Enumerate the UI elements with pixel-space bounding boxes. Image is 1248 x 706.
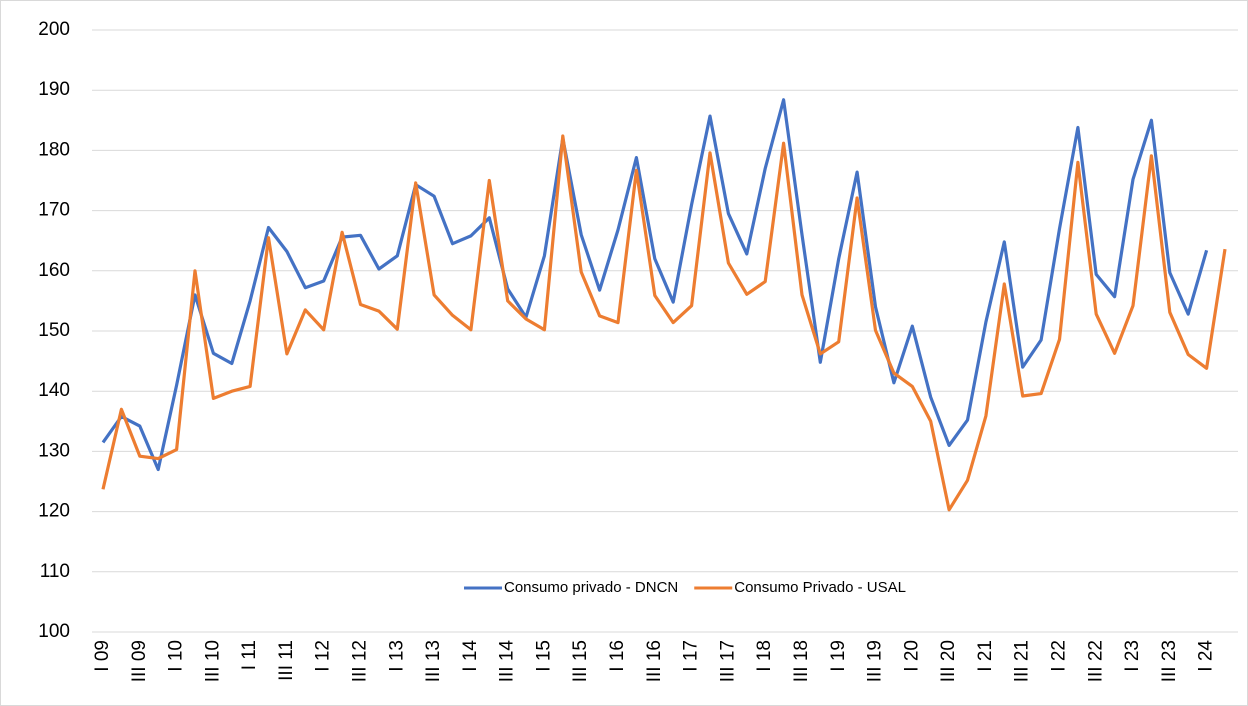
x-tick-label: III 18	[791, 640, 812, 682]
series-line	[101, 134, 1227, 512]
x-tick-label: III 21	[1012, 640, 1033, 682]
x-tick-label: III 22	[1085, 640, 1106, 682]
y-tick-label: 110	[40, 561, 70, 582]
x-tick-label: III 20	[938, 640, 959, 682]
x-tick-label: III 19	[865, 640, 886, 682]
x-tick-label: I 19	[828, 640, 849, 672]
x-tick-label: III 15	[570, 640, 591, 682]
series-line	[101, 98, 1209, 472]
x-tick-label: I 20	[901, 640, 922, 672]
x-tick-label: I 15	[533, 640, 554, 672]
y-tick-label: 170	[38, 200, 70, 221]
y-tick-label: 180	[38, 139, 70, 160]
x-tick-label: III 16	[644, 640, 665, 682]
x-tick-label: III 11	[276, 640, 297, 681]
x-tick-label: I 21	[975, 640, 996, 672]
y-tick-label: 190	[38, 79, 70, 100]
x-tick-label: III 13	[423, 640, 444, 682]
x-tick-label: III 14	[497, 640, 518, 683]
x-tick-label: I 11	[239, 640, 260, 670]
x-tick-label: III 09	[129, 640, 150, 682]
y-tick-label: 130	[38, 440, 70, 461]
y-tick-label: 200	[38, 19, 70, 40]
x-tick-label: I 09	[92, 640, 113, 672]
legend-label: Consumo Privado - USAL	[734, 579, 906, 596]
x-tick-label: III 23	[1159, 640, 1180, 682]
legend: Consumo privado - DNCN Consumo Privado - …	[464, 579, 906, 596]
x-tick-label: I 14	[460, 640, 481, 672]
y-tick-label: 160	[38, 260, 70, 281]
x-tick-label: III 12	[350, 640, 371, 682]
x-tick-label: I 17	[681, 640, 702, 672]
x-tick-label: I 10	[166, 640, 187, 672]
y-tick-label: 100	[38, 621, 70, 642]
x-tick-label: I 18	[754, 640, 775, 672]
y-tick-label: 140	[38, 380, 70, 401]
x-tick-label: III 17	[717, 640, 738, 682]
x-tick-label: III 10	[202, 640, 223, 682]
y-tick-label: 120	[38, 501, 70, 522]
legend-label: Consumo privado - DNCN	[504, 579, 678, 596]
y-tick-label: 150	[38, 320, 70, 341]
x-tick-label: I 22	[1048, 640, 1069, 672]
x-tick-label: I 24	[1196, 640, 1217, 672]
x-tick-label: I 16	[607, 640, 628, 672]
x-tick-label: I 12	[313, 640, 334, 672]
x-tick-label: I 23	[1122, 640, 1143, 672]
x-tick-label: I 13	[386, 640, 407, 672]
